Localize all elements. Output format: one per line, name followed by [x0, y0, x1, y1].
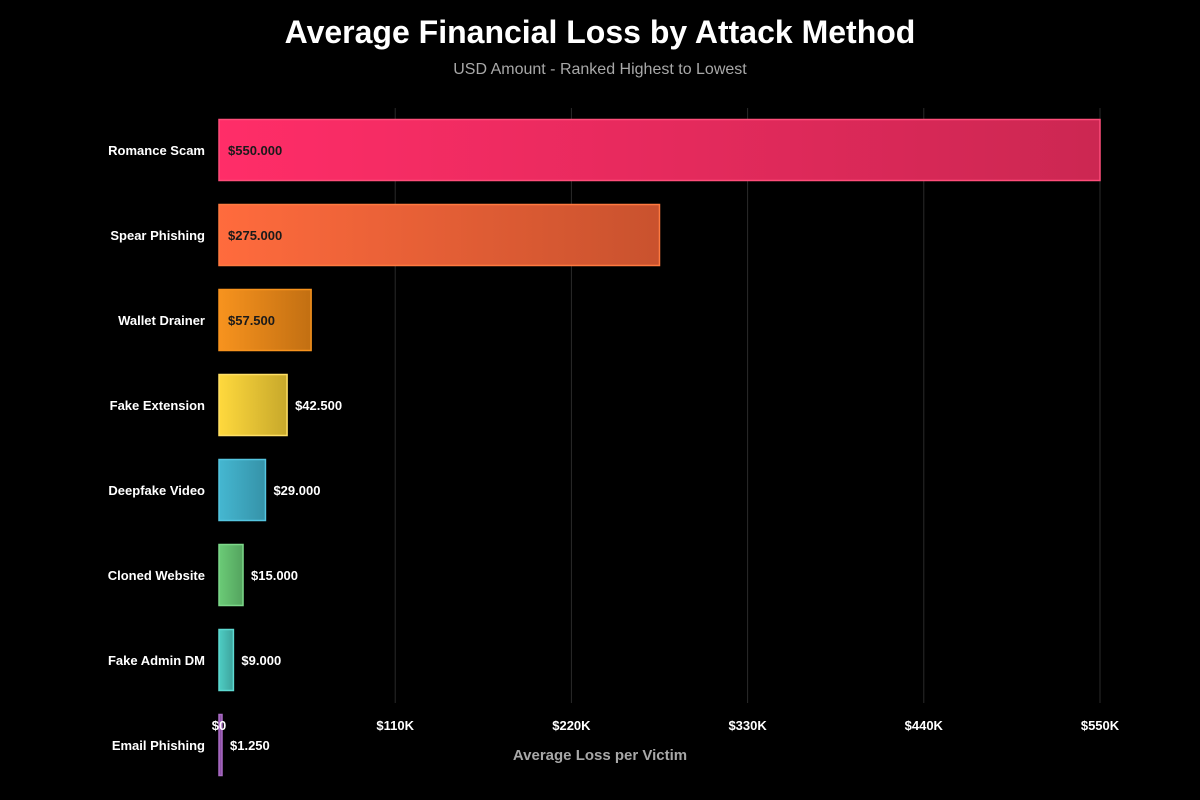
- grid-lines: [394, 108, 1101, 703]
- bars: [218, 118, 1101, 777]
- data-label: $275.000: [228, 228, 282, 243]
- data-label: $15.000: [251, 568, 298, 583]
- category-label: Deepfake Video: [108, 483, 205, 498]
- bar-cloned-website[interactable]: [218, 543, 244, 607]
- data-label: $42.500: [295, 398, 342, 413]
- chart-subtitle: USD Amount - Ranked Highest to Lowest: [453, 61, 747, 78]
- category-label: Email Phishing: [112, 738, 205, 753]
- data-label: $550.000: [228, 143, 282, 158]
- x-tick-label: $110K: [376, 718, 414, 733]
- x-tick-label: $0: [212, 718, 226, 733]
- x-tick-label: $220K: [552, 718, 591, 733]
- bar-fake-admin-dm[interactable]: [218, 628, 235, 692]
- x-axis-title: Average Loss per Victim: [513, 747, 687, 764]
- x-tick-label: $550K: [1081, 718, 1120, 733]
- category-label: Fake Extension: [110, 398, 205, 413]
- data-label: $29.000: [273, 483, 320, 498]
- category-label: Spear Phishing: [110, 228, 205, 243]
- category-label: Fake Admin DM: [108, 653, 205, 668]
- bar-romance-scam[interactable]: [218, 118, 1101, 182]
- category-label: Romance Scam: [108, 143, 205, 158]
- chart-title: Average Financial Loss by Attack Method: [284, 14, 916, 50]
- x-tick-label: $330K: [728, 718, 767, 733]
- category-label: Cloned Website: [108, 568, 205, 583]
- bar-spear-phishing[interactable]: [218, 203, 661, 267]
- bar-wallet-drainer[interactable]: [218, 288, 312, 352]
- bar-deepfake-video[interactable]: [218, 458, 267, 522]
- data-label: $1.250: [230, 738, 270, 753]
- data-label: $9.000: [241, 653, 281, 668]
- bar-email-phishing[interactable]: [218, 713, 223, 777]
- data-label: $57.500: [228, 313, 275, 328]
- bar-fake-extension[interactable]: [218, 373, 288, 437]
- category-label: Wallet Drainer: [118, 313, 205, 328]
- labels: $0 $110K $220K $330K $440K $550K Romance Scam $…: [108, 143, 1120, 753]
- x-tick-label: $440K: [905, 718, 944, 733]
